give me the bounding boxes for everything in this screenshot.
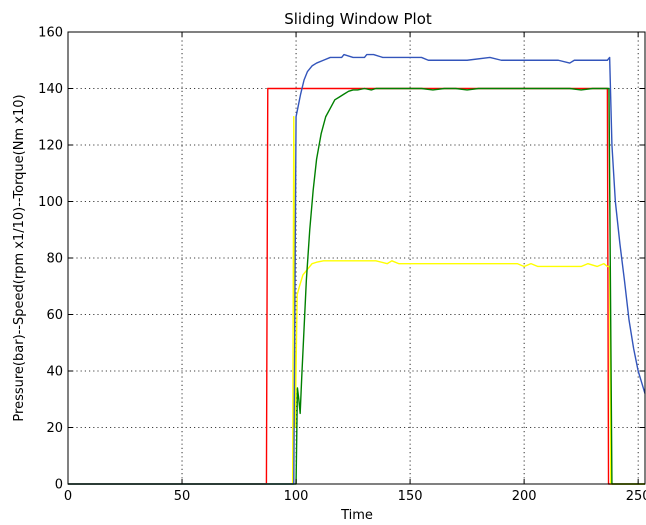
y-axis-ticks: 0 20 40 60 80 100 120 140 160 bbox=[38, 26, 645, 493]
y-tick-label: 80 bbox=[46, 252, 63, 267]
x-axis-ticks: 0 50 100 150 200 250 bbox=[64, 32, 646, 504]
x-tick-label: 200 bbox=[512, 489, 537, 504]
blue-series-line bbox=[68, 53, 646, 485]
x-tick-label: 50 bbox=[174, 489, 191, 504]
green-series-line bbox=[68, 87, 645, 485]
y-tick-label: 140 bbox=[38, 82, 63, 97]
plot-series bbox=[68, 53, 646, 485]
y-tick-label: 60 bbox=[46, 308, 63, 323]
plot-frame bbox=[67, 31, 646, 485]
chart-title: Sliding Window Plot bbox=[284, 10, 432, 28]
y-tick-label: 40 bbox=[46, 365, 63, 380]
x-tick-label: 0 bbox=[64, 489, 72, 504]
x-tick-label: 150 bbox=[398, 489, 423, 504]
x-tick-label: 100 bbox=[284, 489, 309, 504]
x-tick-label: 250 bbox=[626, 489, 646, 504]
y-tick-label: 20 bbox=[46, 421, 63, 436]
y-tick-label: 100 bbox=[38, 195, 63, 210]
y-tick-label: 0 bbox=[55, 478, 63, 493]
grid-lines bbox=[68, 32, 645, 484]
red-series-line bbox=[68, 87, 645, 485]
y-tick-label: 120 bbox=[38, 139, 63, 154]
y-axis-label: Pressure(bar)--Speed(rpm x1/10)--Torque(… bbox=[12, 94, 27, 421]
y-tick-label: 160 bbox=[38, 26, 63, 41]
x-axis-label: Time bbox=[340, 508, 373, 523]
yellow-series-line bbox=[68, 116, 645, 485]
